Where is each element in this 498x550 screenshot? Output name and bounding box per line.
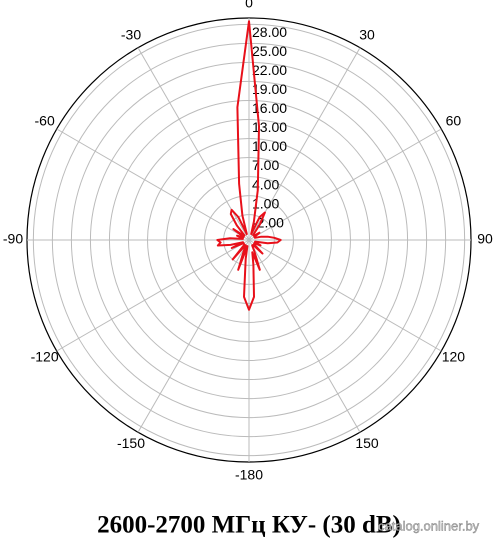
radial-tick-label: 25.00 xyxy=(252,43,287,59)
radial-tick-label: 7.00 xyxy=(252,157,279,173)
chart-title: 2600-2700 МГц КУ- (30 dB) xyxy=(97,512,401,539)
grid-spoke xyxy=(137,239,250,433)
grid-spoke xyxy=(56,239,250,352)
radial-tick-label: 16.00 xyxy=(252,100,287,116)
radial-tick-label: 13.00 xyxy=(252,119,287,135)
angle-tick-label: -30 xyxy=(121,26,141,42)
radial-tick-label: 28.00 xyxy=(252,24,287,40)
radial-tick-label: 19.00 xyxy=(252,81,287,97)
radial-tick-label: 10.00 xyxy=(252,138,287,154)
angle-tick-label: -180 xyxy=(235,467,263,483)
pattern-line xyxy=(216,20,282,311)
grid-spoke xyxy=(248,239,442,352)
grid-spoke xyxy=(248,47,361,241)
grid-spoke xyxy=(137,47,250,241)
angle-tick-label: -60 xyxy=(35,113,55,129)
angle-tick-label: 90 xyxy=(477,231,493,247)
radial-tick-label: 1.00 xyxy=(252,195,279,211)
grid-spoke xyxy=(248,128,442,241)
angle-tick-label: -120 xyxy=(31,349,59,365)
radial-tick-label: 4.00 xyxy=(252,176,279,192)
radial-tick-label: 22.00 xyxy=(252,62,287,78)
angle-tick-label: -90 xyxy=(3,231,23,247)
angle-tick-label: 60 xyxy=(446,113,462,129)
angle-tick-label: 120 xyxy=(442,349,466,365)
grid-spoke xyxy=(56,128,250,241)
angle-tick-label: 30 xyxy=(359,26,375,42)
angle-tick-label: 150 xyxy=(355,435,379,451)
angle-tick-label: 0 xyxy=(245,0,253,11)
angle-tick-label: -150 xyxy=(117,435,145,451)
watermark: catalog.onliner.by xyxy=(378,518,480,533)
grid-spoke xyxy=(248,239,361,433)
